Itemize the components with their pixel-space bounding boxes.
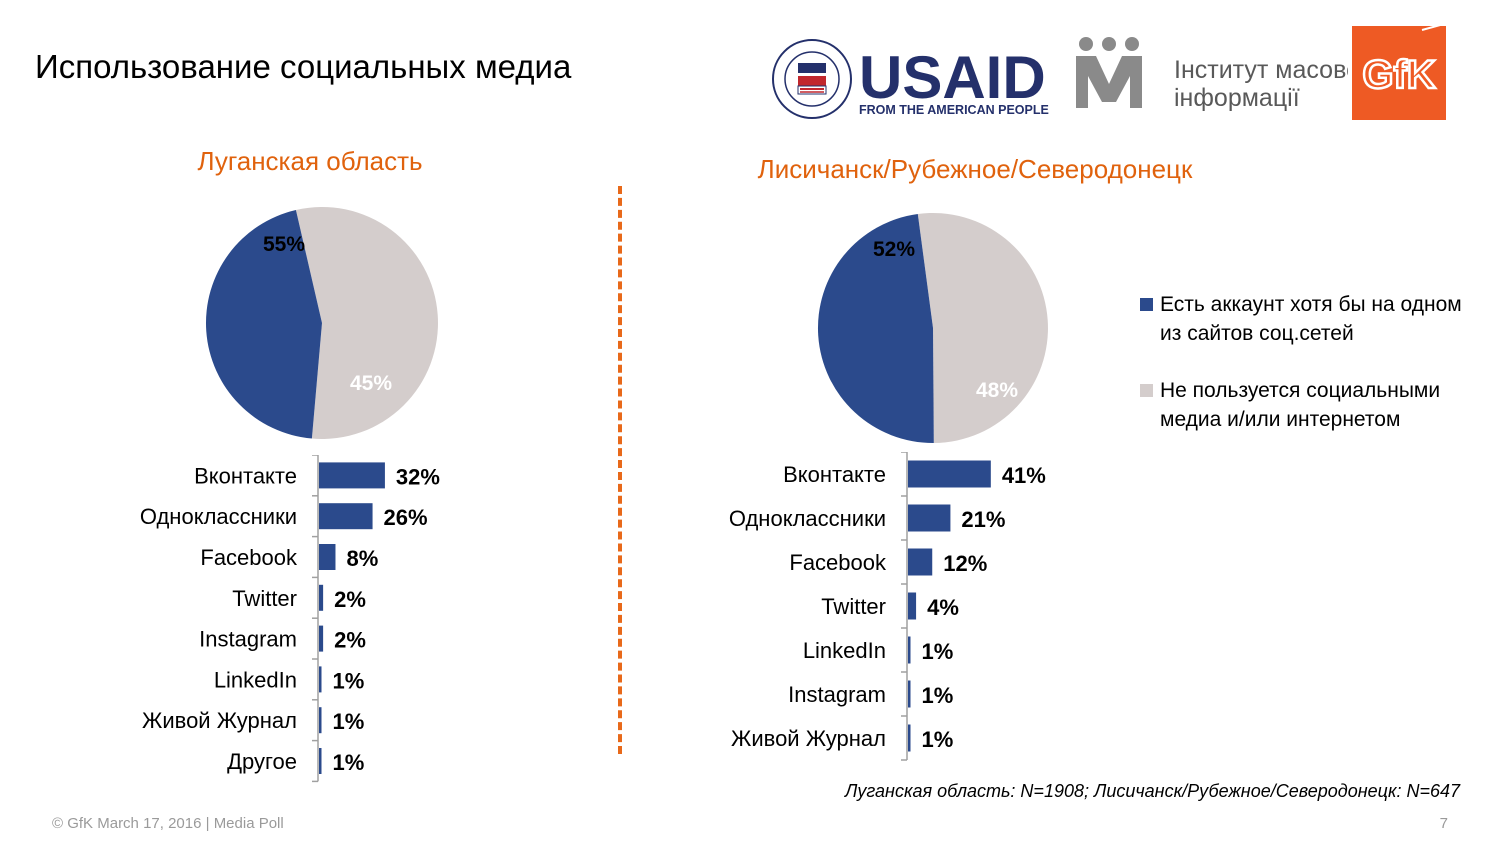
bars-cities-value-label: 4%	[927, 595, 959, 620]
section-title-cities: Лисичанск/Рубежное/Северодонецк	[757, 154, 1193, 184]
imi-line1: Інститут масової	[1174, 56, 1348, 84]
legend-item-no-social: Не пользуется социальными медиа и/или ин…	[1138, 376, 1488, 434]
gfk-wordmark: GfK	[1362, 53, 1435, 97]
pie-cities-slice-no-social	[917, 213, 1048, 443]
bars-luhansk-value-label: 2%	[334, 628, 366, 653]
bars-luhansk-bar	[319, 544, 336, 570]
imi-line2: інформації	[1174, 84, 1300, 112]
legend-label: Не пользуется социальными медиа и/или ин…	[1160, 379, 1441, 431]
bars-luhansk-category-label: Другое	[227, 749, 297, 774]
bars-cities-bar	[908, 636, 911, 664]
legend-swatch-gray	[1140, 384, 1153, 397]
bars-luhansk-value-label: 1%	[333, 668, 365, 693]
pie-chart-cities: 52% 48%	[817, 213, 1048, 444]
bars-cities-category-label: Одноклассники	[729, 506, 886, 531]
bars-luhansk-bar	[319, 666, 322, 693]
usaid-tagline: FROM THE AMERICAN PEOPLE	[859, 103, 1049, 117]
bars-cities-bar	[908, 680, 911, 708]
bars-cities-category-label: Вконтакте	[783, 462, 886, 487]
gfk-logo: GfK	[1352, 23, 1446, 120]
bar-chart-luhansk: Вконтакте 32% Одноклассники 26% Facebook 8% Tw…	[140, 455, 440, 783]
legend-swatch-navy	[1140, 298, 1153, 311]
bars-cities-value-label: 1%	[922, 727, 954, 752]
bars-luhansk-bar	[319, 503, 373, 530]
bars-luhansk-value-label: 26%	[384, 505, 428, 530]
bars-luhansk-category-label: Вконтакте	[194, 463, 297, 488]
bars-luhansk-bar	[319, 625, 324, 652]
bars-luhansk-bar	[319, 584, 324, 611]
section-title-luhansk: Луганская область	[197, 146, 423, 176]
bars-luhansk-category-label: Instagram	[199, 627, 297, 652]
bars-cities-category-label: LinkedIn	[803, 638, 886, 663]
bars-cities-bar	[908, 592, 917, 620]
bars-cities-category-label: Facebook	[789, 550, 887, 575]
legend-item-has-account: Есть аккаунт хотя бы на одном из сайтов …	[1138, 290, 1488, 348]
bars-luhansk-value-label: 1%	[333, 709, 365, 734]
bars-cities-category-label: Twitter	[821, 594, 886, 619]
imi-logo: Інститут масової інформації	[1076, 37, 1348, 112]
sample-size-footnote: Луганская область: N=1908; Лисичанск/Руб…	[845, 781, 1460, 801]
bars-luhansk-bar	[319, 707, 322, 734]
bars-luhansk-category-label: Живой Журнал	[142, 708, 297, 733]
pie-chart-luhansk: 55% 45%	[205, 207, 438, 439]
bars-cities-value-label: 21%	[961, 507, 1005, 532]
bars-luhansk-value-label: 32%	[396, 464, 440, 489]
legend-label: Есть аккаунт хотя бы на одном из сайтов …	[1160, 293, 1462, 345]
page-number: 7	[1439, 815, 1448, 832]
bars-luhansk-bar	[319, 748, 322, 774]
bars-luhansk-category-label: Twitter	[232, 586, 297, 611]
page-title: Использование социальных медиа	[35, 48, 572, 85]
bars-cities-category-label: Живой Журнал	[731, 726, 886, 751]
bars-cities-bar	[908, 504, 951, 532]
bar-chart-cities: Вконтакте 41% Одноклассники 21% Facebook 12% T…	[729, 452, 1046, 761]
bars-cities-value-label: 12%	[943, 551, 987, 576]
pie-cities-label-no-social: 52%	[873, 238, 915, 261]
pie-luhansk-label-no-social: 55%	[263, 233, 305, 256]
pie-cities-slice-has-account	[817, 214, 934, 444]
usaid-wordmark: USAID	[859, 44, 1046, 111]
bars-luhansk-bar	[319, 462, 385, 489]
bars-luhansk-value-label: 1%	[333, 750, 365, 775]
section-divider	[618, 186, 622, 754]
bars-cities-bar	[908, 724, 911, 752]
bars-cities-value-label: 1%	[922, 683, 954, 708]
chart-legend: Есть аккаунт хотя бы на одном из сайтов …	[1138, 290, 1488, 462]
copyright-text: © GfK March 17, 2016 | Media Poll	[52, 815, 284, 832]
bars-luhansk-value-label: 8%	[346, 546, 378, 571]
bars-cities-bar	[908, 548, 933, 576]
bars-luhansk-category-label: LinkedIn	[214, 667, 297, 692]
bars-luhansk-category-label: Одноклассники	[140, 504, 297, 529]
usaid-logo: USAID FROM THE AMERICAN PEOPLE	[770, 38, 1062, 120]
pie-luhansk-label-has-account: 45%	[350, 372, 392, 395]
pie-luhansk-slice-no-social	[295, 207, 438, 439]
pie-luhansk-slice-has-account	[205, 209, 322, 439]
bars-cities-bar	[908, 460, 991, 488]
usaid-red-bar	[770, 38, 1062, 120]
bars-luhansk-category-label: Facebook	[200, 545, 298, 570]
pie-cities-label-has-account: 48%	[976, 379, 1018, 402]
bars-cities-category-label: Instagram	[788, 682, 886, 707]
bars-cities-value-label: 41%	[1002, 463, 1046, 488]
bars-cities-value-label: 1%	[922, 639, 954, 664]
bars-luhansk-value-label: 2%	[334, 587, 366, 612]
